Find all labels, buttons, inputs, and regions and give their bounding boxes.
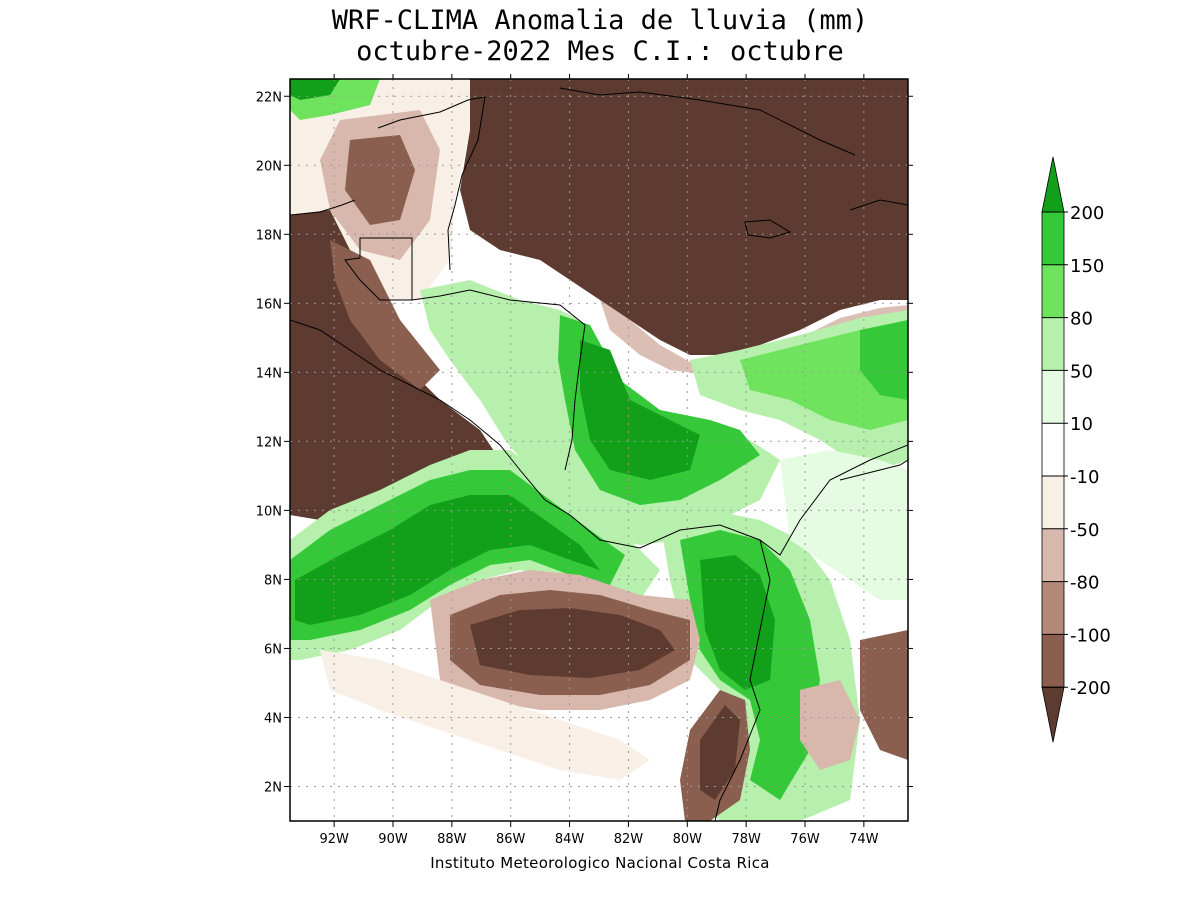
lon-tick-label: 78W xyxy=(731,832,761,847)
longitude-axis: 92W 90W 88W 86W 84W 82W 80W 78W 76W 74W xyxy=(319,74,879,847)
colorbar-label: -80 xyxy=(1070,573,1099,594)
colorbar-segment xyxy=(1042,423,1064,476)
colorbar-segment xyxy=(1042,370,1064,424)
lat-tick-label: 18N xyxy=(256,228,282,243)
lon-tick-label: 76W xyxy=(790,832,820,847)
colorbar-bottom-arrow xyxy=(1041,686,1065,743)
lon-tick-label: 92W xyxy=(319,832,349,847)
colorbar-label: 150 xyxy=(1070,256,1104,277)
anomaly-field xyxy=(290,79,908,821)
colorbar-label: -10 xyxy=(1070,467,1099,488)
colorbar-top-arrow xyxy=(1041,156,1065,213)
colorbar-segment xyxy=(1042,317,1064,371)
lat-tick-label: 10N xyxy=(256,504,282,519)
lat-tick-label: 2N xyxy=(264,780,282,795)
colorbar-segment xyxy=(1042,581,1064,635)
colorbar-label: 200 xyxy=(1070,203,1104,224)
lat-tick-label: 8N xyxy=(264,573,282,588)
latitude-axis: 22N 20N 18N 16N 14N 12N 10N 8N 6N 4N 2N xyxy=(256,90,913,795)
lat-tick-label: 20N xyxy=(256,159,282,174)
colorbar: 200 150 80 50 10 -10 -50 -80 -100 -200 xyxy=(1041,156,1111,743)
map-frame xyxy=(289,78,909,822)
colorbar-label: 50 xyxy=(1070,361,1093,382)
colorbar-segment xyxy=(1042,476,1064,529)
lat-tick-label: 12N xyxy=(256,435,282,450)
lat-tick-label: 4N xyxy=(264,711,282,726)
lon-tick-label: 90W xyxy=(378,832,408,847)
map-title-line1: WRF-CLIMA Anomalia de lluvia (mm) xyxy=(331,5,869,36)
colorbar-segment xyxy=(1042,212,1064,265)
lon-tick-label: 82W xyxy=(614,832,644,847)
lon-tick-label: 86W xyxy=(496,832,526,847)
lon-tick-label: 88W xyxy=(437,832,467,847)
colorbar-segment xyxy=(1042,528,1064,582)
colorbar-segment xyxy=(1042,634,1064,688)
coastlines-borders xyxy=(290,87,908,821)
colorbar-segment xyxy=(1042,264,1064,318)
lat-tick-label: 6N xyxy=(264,642,282,657)
lat-tick-label: 14N xyxy=(256,366,282,381)
lon-tick-label: 80W xyxy=(673,832,703,847)
colorbar-label: 80 xyxy=(1070,309,1093,330)
lon-tick-label: 74W xyxy=(849,832,879,847)
colorbar-label: -50 xyxy=(1070,520,1099,541)
colorbar-label: 10 xyxy=(1070,414,1093,435)
map-title-line2: octubre-2022 Mes C.I.: octubre xyxy=(356,36,844,67)
institution-credit: Instituto Meteorologico Nacional Costa R… xyxy=(430,854,770,872)
lon-tick-label: 84W xyxy=(555,832,585,847)
colorbar-label: -100 xyxy=(1070,625,1111,646)
colorbar-label: -200 xyxy=(1070,678,1111,699)
lat-tick-label: 16N xyxy=(256,297,282,312)
lat-tick-label: 22N xyxy=(256,90,282,105)
